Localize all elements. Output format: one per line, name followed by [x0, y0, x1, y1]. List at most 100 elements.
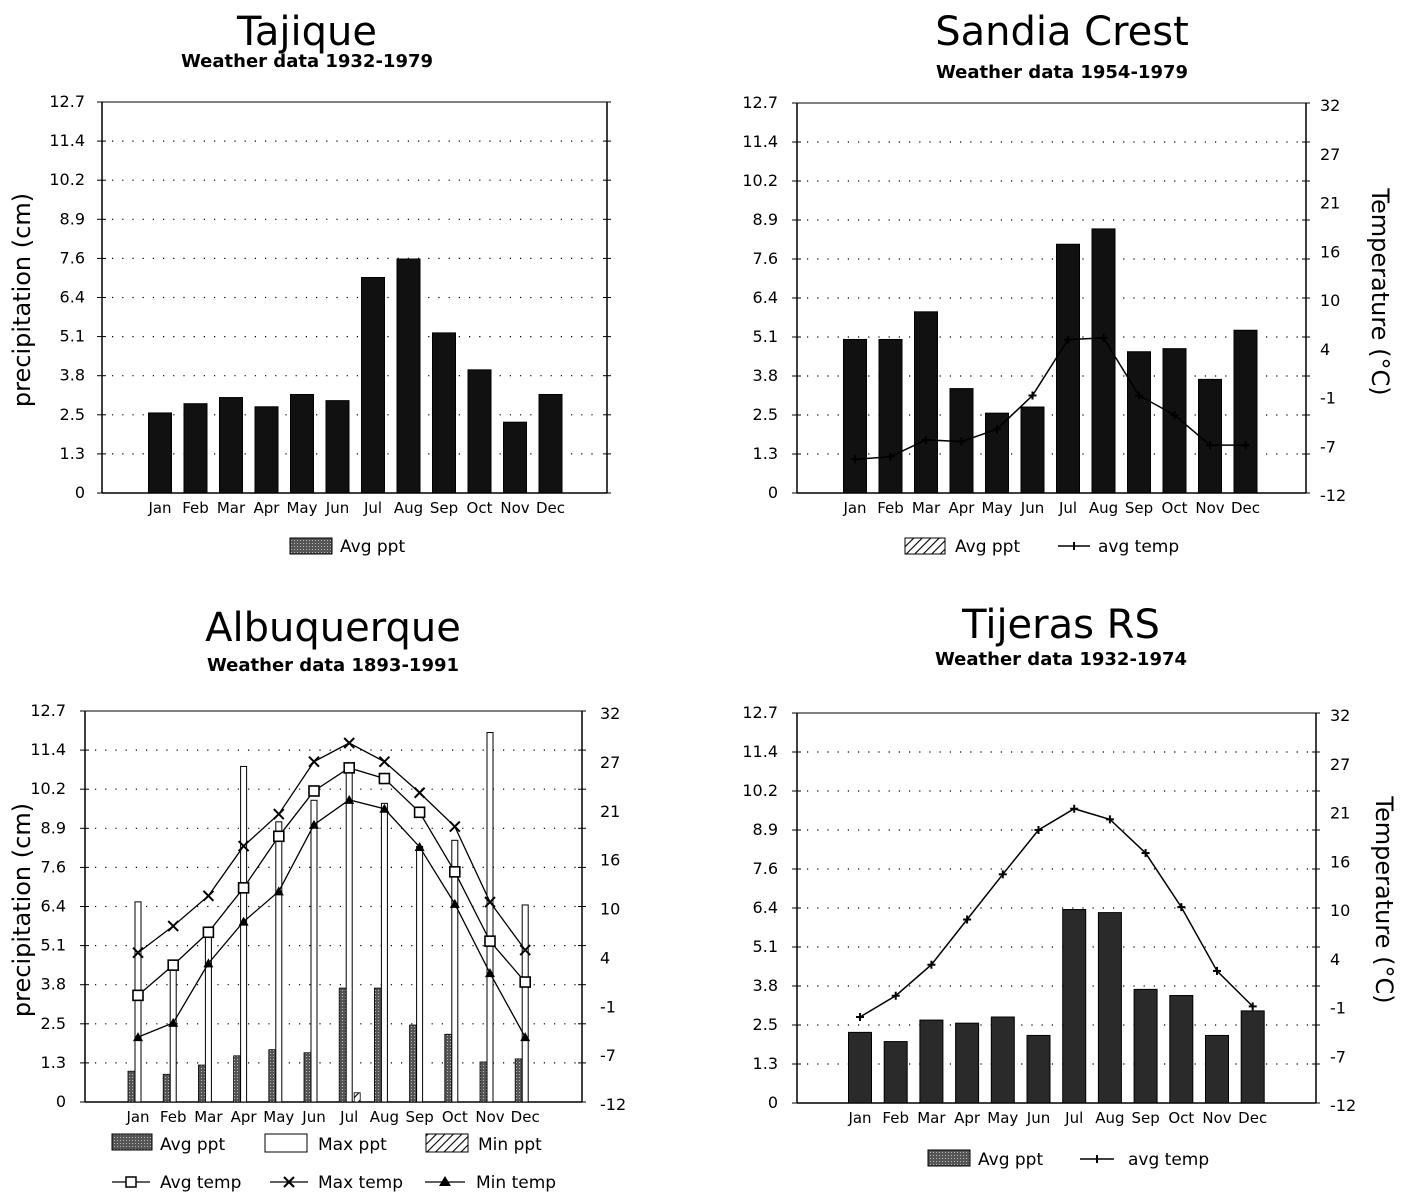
point-avg-temp	[891, 991, 900, 1000]
y-tick-label: 3.8	[753, 366, 778, 385]
point-avg-temp	[851, 455, 859, 464]
point-max-temp	[308, 755, 320, 768]
bar-max-ppt	[275, 821, 283, 1103]
y-tick-label: 11.4	[742, 742, 778, 761]
legend-swatch-avg-ppt	[904, 537, 946, 555]
y2-tick-label: 4	[1320, 340, 1330, 359]
x-tick-label: Feb	[160, 1108, 187, 1126]
x-tick-label: Oct	[467, 499, 493, 517]
bar-min-ppt	[353, 1092, 361, 1103]
point-avg-temp	[1141, 849, 1150, 858]
y-tick-label: 10.2	[49, 170, 85, 189]
point-max-temp-stroke	[413, 787, 426, 799]
y-tick-label: 5.1	[60, 327, 85, 346]
y-tick-label: 2.5	[41, 1014, 66, 1033]
y-tick-label: 7.6	[753, 249, 778, 268]
x-tick-label: Jul	[1058, 499, 1077, 517]
line-avg-temp	[137, 767, 526, 996]
bar-avg-ppt	[1205, 1034, 1229, 1104]
x-tick-label: Feb	[182, 499, 209, 517]
y-axis-label: precipitation (cm)	[8, 803, 36, 1017]
x-tick-label: Sep	[405, 1108, 433, 1126]
point-min-temp	[379, 803, 390, 813]
point-avg-temp	[1099, 333, 1108, 342]
bar-max-ppt	[486, 732, 494, 1103]
x-tick-label: Oct	[1162, 499, 1188, 517]
point-min-temp	[203, 958, 214, 968]
bar-avg-ppt	[1133, 988, 1158, 1104]
point-max-temp	[519, 944, 531, 956]
point-avg-temp	[1064, 335, 1072, 344]
y2-tick-label: -12	[600, 1095, 626, 1114]
y-tick-label: 5.1	[753, 937, 778, 956]
point-avg-temp	[519, 976, 532, 988]
x-tick-label: Aug	[370, 1108, 399, 1126]
chart-subtitle: Weather data 1932-1979	[181, 51, 433, 72]
y2-tick-label: 21	[1330, 804, 1350, 823]
y-tick-label: 5.1	[41, 936, 66, 955]
y2-tick-label: -7	[600, 1046, 616, 1065]
y-tick-label: 11.4	[742, 132, 778, 151]
bar-avg-ppt	[254, 406, 279, 494]
y-tick-label: 1.3	[753, 444, 778, 463]
x-tick-label: Apr	[254, 499, 281, 517]
x-tick-label: Feb	[882, 1109, 909, 1127]
bar-avg-ppt	[303, 1052, 312, 1103]
bar-avg-ppt	[1162, 348, 1187, 494]
point-avg-temp	[448, 866, 461, 878]
point-avg-temp	[1028, 391, 1037, 400]
y-tick-label: 8.9	[41, 818, 66, 837]
y-tick-label: 3.8	[41, 975, 66, 994]
legend-label-avg-ppt: Avg ppt	[955, 537, 1020, 557]
y2-axis-label: Temperature (°C)	[1366, 187, 1394, 395]
bar-avg-ppt	[219, 397, 243, 494]
point-min-temp	[449, 898, 460, 908]
y-tick-label: 5.1	[753, 327, 778, 346]
y-tick-label: 11.4	[30, 740, 66, 759]
bar-avg-ppt	[373, 987, 382, 1103]
point-avg-temp	[272, 830, 285, 843]
x-tick-label: Dec	[511, 1108, 540, 1126]
chart-subtitle: Weather data 1954-1979	[936, 62, 1188, 83]
bar-max-ppt	[416, 845, 424, 1103]
y2-tick-label: 10	[1320, 291, 1340, 310]
point-max-temp-stroke	[308, 755, 320, 768]
point-max-temp-stroke	[167, 920, 179, 932]
x-tick-label: Nov	[475, 1108, 504, 1126]
x-tick-label: Jun	[1020, 499, 1044, 517]
bar-avg-ppt	[503, 421, 527, 494]
y-tick-label: 10.2	[30, 779, 66, 798]
legend-swatch-avg-ppt	[289, 537, 333, 555]
x-tick-label: May	[286, 499, 317, 517]
y2-tick-label: 16	[600, 851, 620, 870]
point-max-temp-stroke	[519, 944, 531, 956]
point-avg-temp	[1070, 804, 1079, 813]
y-tick-label: 2.5	[753, 405, 778, 424]
y-tick-label: 8.9	[60, 209, 85, 228]
x-tick-label: Sep	[1125, 499, 1153, 517]
point-avg-temp	[1135, 391, 1143, 400]
y-tick-label: 6.4	[753, 288, 778, 307]
legend-label-min-temp: Min temp	[476, 1173, 556, 1193]
y-tick-label: 7.6	[753, 859, 778, 878]
x-tick-label: Aug	[394, 499, 423, 517]
bar-avg-ppt	[162, 1073, 171, 1103]
bar-avg-ppt	[1056, 243, 1080, 494]
x-tick-label: Mar	[912, 499, 941, 517]
point-avg-temp	[167, 959, 179, 971]
point-min-temp	[309, 819, 319, 829]
x-tick-label: Jun	[301, 1108, 325, 1126]
x-tick-label: Nov	[500, 499, 529, 517]
bar-avg-ppt	[1240, 1010, 1265, 1104]
x-tick-label: Aug	[1095, 1109, 1124, 1127]
x-tick-label: Jul	[339, 1108, 358, 1126]
bar-avg-ppt	[290, 393, 314, 494]
y2-tick-label: -7	[1320, 437, 1336, 456]
point-avg-temp	[957, 437, 966, 446]
bar-avg-ppt	[1198, 378, 1222, 494]
point-max-temp-stroke	[378, 755, 391, 768]
y2-tick-label: 27	[600, 753, 620, 772]
legend-label-avg-ppt: Avg ppt	[978, 1150, 1043, 1170]
point-avg-temp	[1034, 826, 1043, 834]
